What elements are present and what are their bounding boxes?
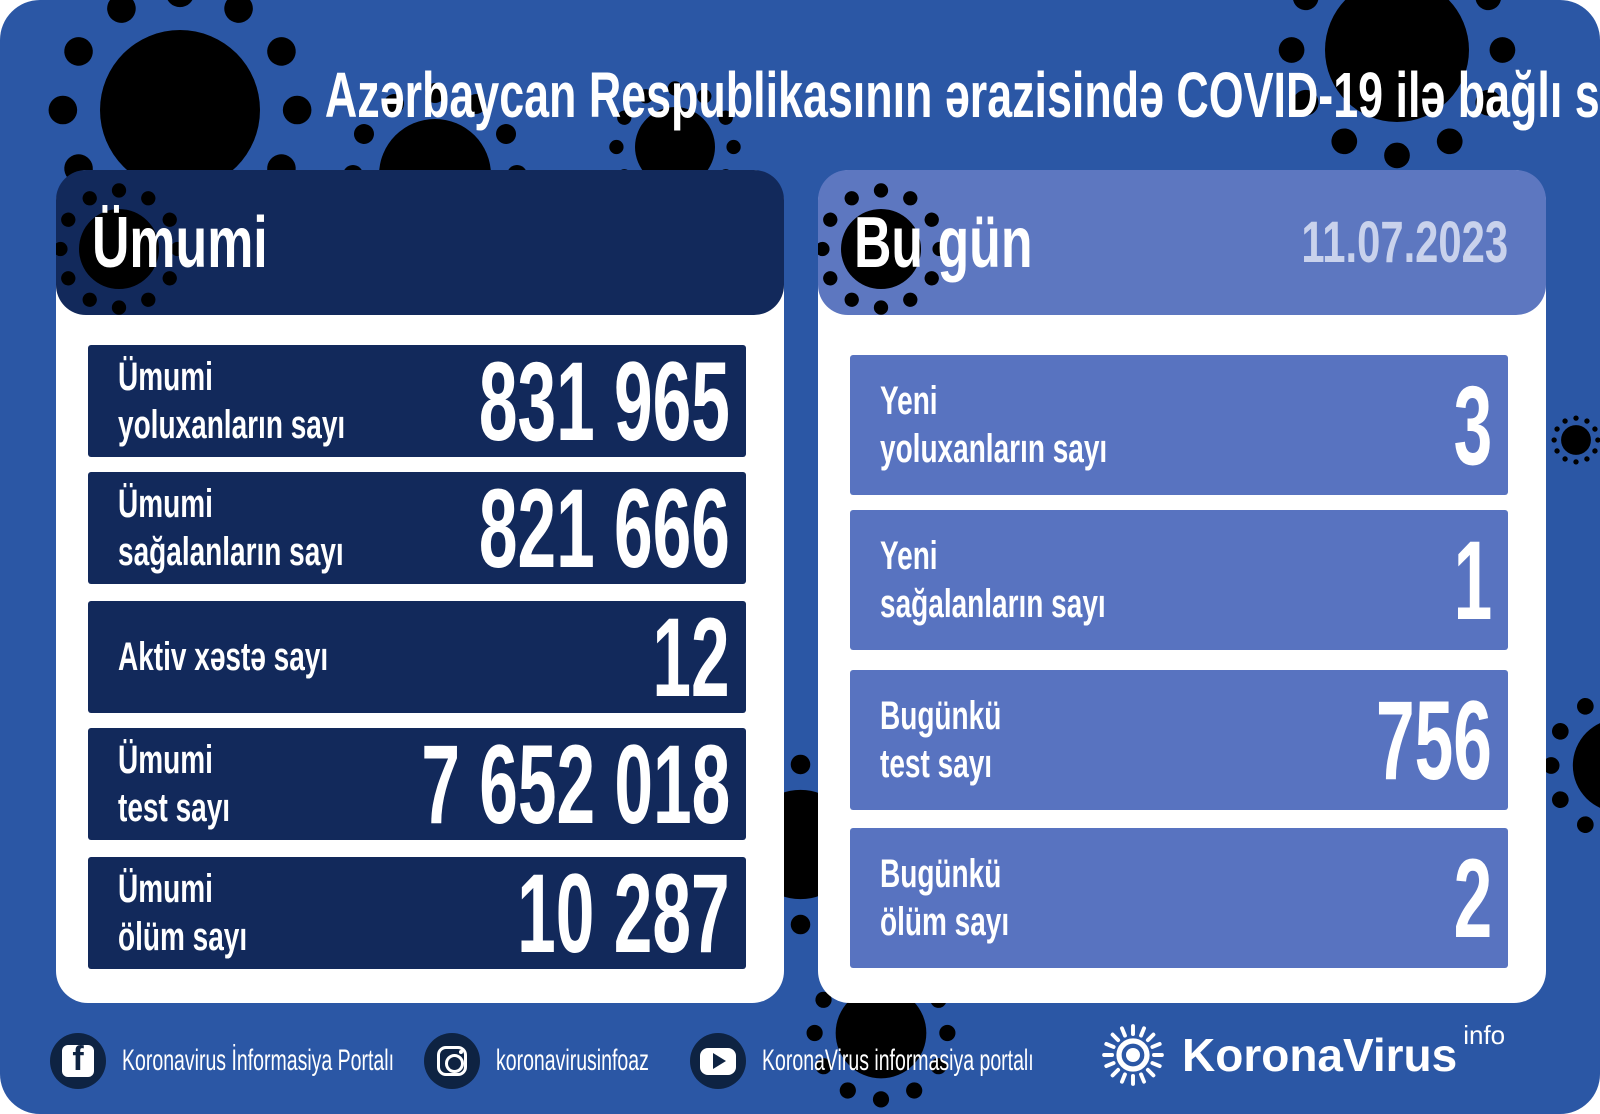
totals-panel: Ümumi Ümumi yoluxanların sayı 831 965 Ümu… [56,170,784,1003]
stat-value: 10 287 [517,850,730,976]
totals-panel-title: Ümumi [92,202,268,283]
stat-value: 7 652 018 [421,721,730,847]
brand-name: KoronaVirus [1182,1029,1458,1081]
stat-row-active-cases: Aktiv xəstə sayı 12 [88,594,746,720]
instagram-item: koronavirusinfoaz [424,1033,731,1089]
stat-row-total-tests: Ümumi test sayı 7 652 018 [88,721,746,847]
stat-row-new-infections: Yeni yoluxanların sayı 3 [850,355,1508,495]
stat-row-new-recovered: Yeni sağalanların sayı 1 [850,510,1508,650]
page-title: Azərbaycan Respublikasının ərazisində CO… [324,59,1600,131]
facebook-item: f Koronavirus İnformasiya Portalı [50,1033,541,1089]
youtube-item: KoronaVirus informasiya portalı [690,1033,1180,1089]
stat-row-total-recovered: Ümumi sağalanların sayı 821 666 [88,465,746,591]
youtube-icon [690,1033,746,1089]
stat-value: 756 [1376,677,1492,803]
virus-decoration [1551,415,1600,465]
totals-panel-header: Ümumi [56,170,784,315]
facebook-icon: f [50,1033,106,1089]
stat-row-total-infections: Ümumi yoluxanların sayı 831 965 [88,338,746,464]
stat-value: 2 [1453,835,1492,961]
stat-value: 831 965 [478,338,730,464]
facebook-label: Koronavirus İnformasiya Portalı [122,1044,395,1077]
stat-row-total-deaths: Ümumi ölüm sayı 10 287 [88,850,746,976]
report-date: 11.07.2023 [1301,210,1508,275]
today-panel: Bu gün 11.07.2023 Yeni yoluxanların sayı … [818,170,1546,1003]
brand-suffix: info [1463,1020,1506,1050]
today-panel-header: Bu gün 11.07.2023 [818,170,1546,315]
brand-logo: KoronaVirus info [1098,1020,1505,1090]
youtube-label: KoronaVirus informasiya portalı [762,1044,1034,1077]
stat-row-today-tests: Bugünkü test sayı 756 [850,670,1508,810]
stat-value: 1 [1453,517,1492,643]
stat-value: 821 666 [478,465,730,591]
today-panel-title: Bu gün [854,202,1033,283]
instagram-icon [424,1033,480,1089]
stat-value: 3 [1453,362,1492,488]
instagram-label: koronavirusinfoaz [496,1044,649,1077]
stat-value: 12 [652,594,730,720]
brand-virus-icon [1102,1024,1164,1086]
stat-row-today-deaths: Bugünkü ölüm sayı 2 [850,828,1508,968]
